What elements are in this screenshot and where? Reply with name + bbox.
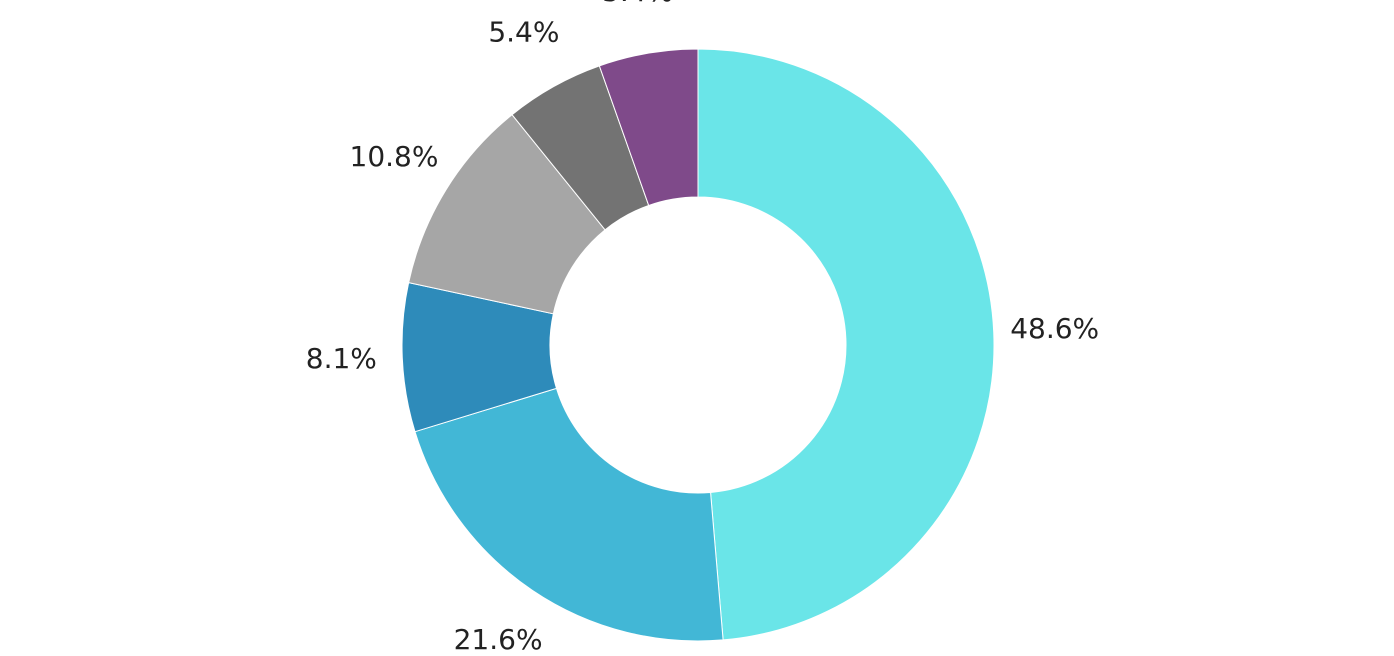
slice: [408, 113, 606, 315]
data-label: 48.6%: [1010, 312, 1099, 345]
slice: [697, 48, 995, 641]
slice: [414, 387, 724, 642]
slice: [598, 48, 699, 207]
data-label: 10.8%: [350, 140, 439, 173]
data-label: 8.1%: [306, 342, 377, 375]
data-label: 5.4%: [488, 15, 559, 48]
data-label: 5.4%: [602, 0, 673, 8]
data-label: 21.6%: [454, 623, 543, 656]
